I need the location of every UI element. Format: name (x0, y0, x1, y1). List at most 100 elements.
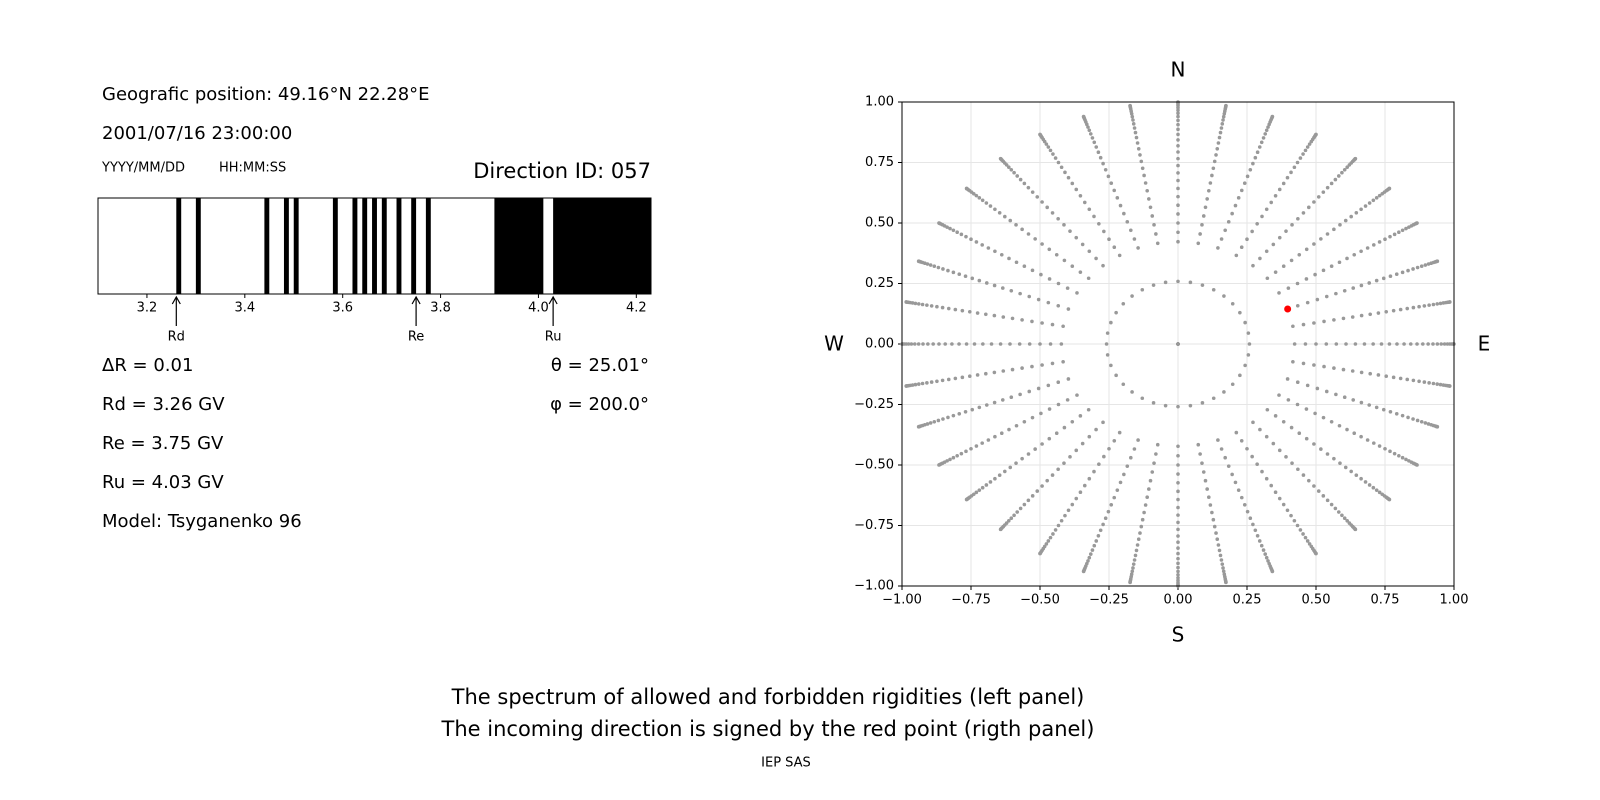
direction-point (1039, 272, 1043, 277)
direction-point (1033, 447, 1037, 451)
direction-point (1136, 146, 1141, 151)
direction-point (975, 311, 980, 315)
direction-point (1243, 320, 1247, 325)
direction-point (1062, 425, 1067, 430)
direction-point (1176, 342, 1180, 346)
direction-point (974, 193, 979, 198)
direction-point (953, 376, 958, 381)
direction-point (1030, 319, 1034, 324)
direction-point (951, 413, 956, 418)
direction-point (1145, 495, 1149, 499)
direction-point (1284, 229, 1288, 233)
direction-point (950, 342, 954, 346)
x-tick-label: 1.00 (1440, 593, 1469, 608)
direction-point (1371, 485, 1376, 490)
direction-point (1062, 223, 1066, 227)
direction-point (1151, 401, 1156, 405)
direction-point (1431, 302, 1436, 307)
direction-point (1176, 114, 1180, 119)
direction-point (1001, 369, 1006, 373)
direction-point (977, 405, 982, 410)
direction-point (1017, 342, 1022, 346)
direction-point (1087, 249, 1092, 254)
direction-point (1203, 478, 1208, 483)
direction-point (1415, 418, 1420, 423)
direction-point (993, 434, 997, 439)
direction-point (1176, 505, 1180, 510)
direction-point (984, 371, 988, 376)
direction-point (1030, 494, 1035, 498)
x-tick-label: 4.0 (528, 301, 549, 316)
direction-point (1222, 294, 1226, 298)
direction-point (1266, 559, 1270, 563)
direction-point (1286, 286, 1291, 290)
direction-point (1092, 140, 1097, 145)
direction-point (1342, 167, 1347, 172)
direction-point (1353, 342, 1358, 346)
direction-point (1018, 506, 1023, 511)
direction-point (1003, 214, 1007, 219)
direction-point (1094, 539, 1099, 543)
direction-point (1324, 389, 1329, 394)
direction-point (1421, 342, 1425, 346)
direction-point (1345, 427, 1349, 432)
direction-point (1258, 256, 1262, 261)
direction-point (1353, 156, 1358, 161)
direction-point (925, 303, 929, 307)
direction-point (1367, 281, 1372, 285)
direction-point (937, 221, 941, 225)
direction-point (1216, 141, 1221, 145)
direction-point (1257, 145, 1262, 149)
direction-point (1332, 227, 1336, 232)
direction-point (1148, 205, 1153, 210)
direction-point (1130, 569, 1135, 574)
direction-point (1273, 194, 1278, 198)
direction-point (970, 407, 975, 412)
direction-point (928, 263, 933, 267)
direction-point (1239, 188, 1244, 193)
direction-point (1176, 481, 1180, 485)
direction-point (1142, 510, 1146, 515)
direction-point (1387, 342, 1392, 346)
direction-point (1219, 447, 1224, 451)
direction-point (1391, 375, 1396, 380)
marker-label: Ru (545, 330, 562, 345)
x-tick-label: 3.2 (137, 301, 158, 316)
direction-point (1033, 237, 1037, 241)
direction-point (1376, 311, 1381, 315)
direction-point (1048, 148, 1053, 153)
direction-point (1050, 361, 1055, 366)
direction-point (1377, 193, 1382, 198)
direction-point (1354, 211, 1359, 215)
direction-point (989, 342, 994, 346)
direction-point (1359, 370, 1364, 375)
caption: The spectrum of allowed and forbidden ri… (451, 685, 1085, 709)
direction-point (1415, 265, 1420, 270)
direction-point (1026, 498, 1031, 503)
direction-point (1022, 264, 1027, 269)
direction-point (1371, 243, 1376, 247)
direction-point (1316, 195, 1321, 199)
direction-point (1117, 253, 1122, 258)
direction-point (955, 453, 959, 458)
direction-point (1101, 263, 1105, 268)
direction-point (913, 301, 918, 306)
direction-point (1047, 247, 1052, 252)
direction-point (1359, 476, 1363, 481)
direction-point (1132, 237, 1137, 241)
direction-point (1362, 342, 1367, 346)
direction-point (1329, 502, 1334, 507)
direction-point (1342, 516, 1347, 521)
direction-point (928, 421, 933, 425)
direction-point (1415, 463, 1419, 467)
direction-point (1176, 212, 1180, 216)
direction-point (1223, 228, 1227, 233)
direction-point (1218, 130, 1223, 135)
direction-point (1205, 487, 1209, 491)
direction-point (1376, 373, 1381, 377)
direction-point (940, 378, 945, 383)
y-tick-label: −0.50 (854, 458, 894, 473)
direction-point (1224, 103, 1228, 108)
direction-point (1215, 537, 1220, 542)
direction-point (1298, 156, 1303, 160)
